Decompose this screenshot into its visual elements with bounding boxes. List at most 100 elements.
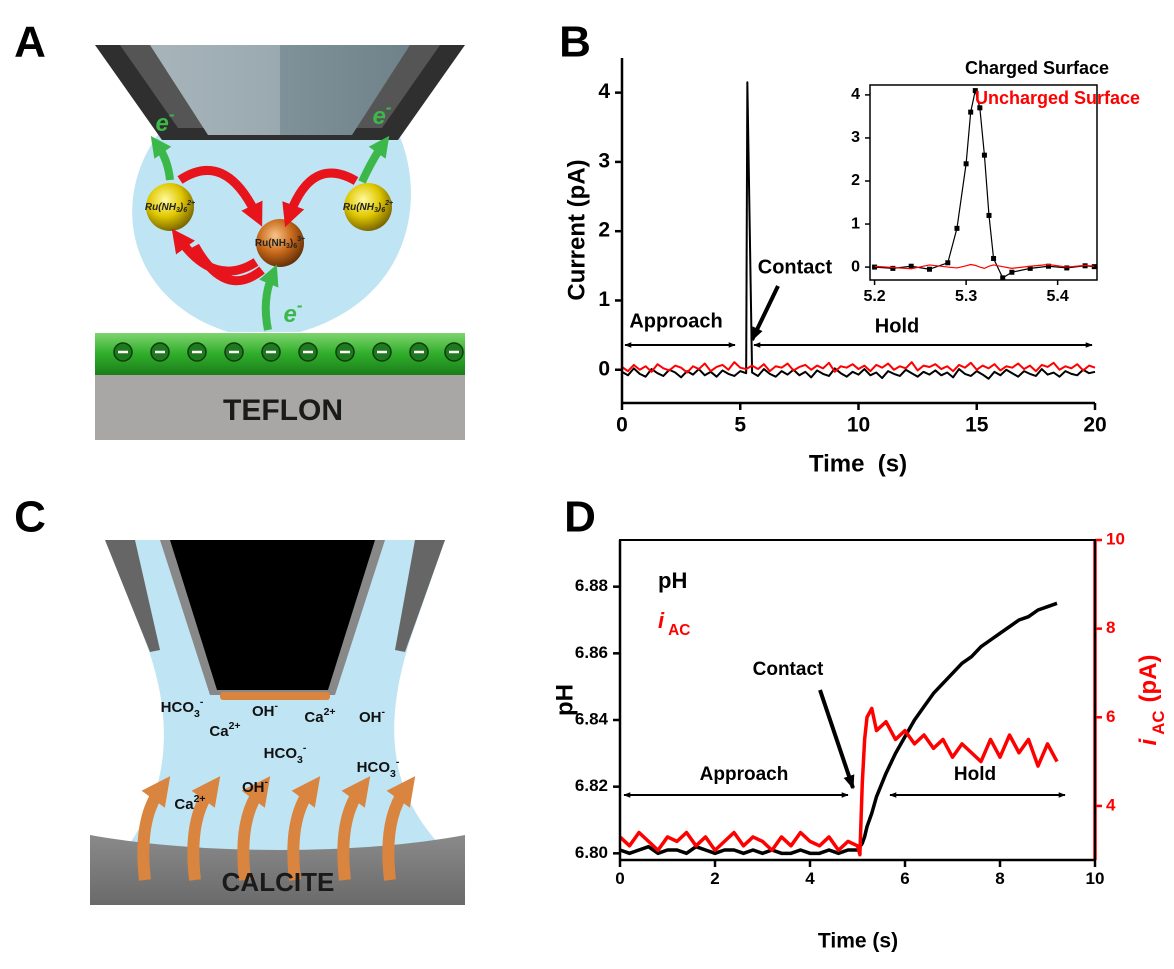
text-part: 3 — [390, 768, 396, 780]
legend-entry: iAC — [658, 608, 690, 639]
annotation: Contact — [758, 256, 833, 278]
series-line — [620, 603, 1057, 853]
point-marker — [982, 153, 987, 158]
x-tick-label: 20 — [1083, 413, 1106, 436]
text-part: OH — [359, 709, 382, 726]
text-part: 3+ — [297, 236, 305, 243]
text-part: 6 — [183, 207, 187, 214]
y-tick-label: 6.86 — [575, 643, 608, 662]
x-axis-title: Time (s) — [809, 450, 907, 477]
point-marker — [872, 265, 877, 270]
x-axis-title: Time (s) — [818, 930, 898, 953]
y-tick-label: 4 — [851, 86, 860, 103]
legend-entry: Charged Surface — [965, 58, 1109, 78]
point-marker — [945, 260, 950, 265]
panel-label: C — [14, 493, 46, 542]
point-marker — [954, 226, 959, 231]
text-part: AC — [1149, 711, 1168, 735]
text-part: 6 — [381, 207, 385, 214]
x-tick-label: 5 — [734, 413, 746, 436]
point-marker — [991, 256, 996, 261]
text-part: - — [297, 296, 303, 315]
text-part: i — [1135, 737, 1162, 745]
page: Figure {"panel_labels":["A","B","C","D"]… — [0, 0, 1174, 969]
text-part: - — [382, 706, 386, 718]
y-axis-title: Current (pA) — [563, 159, 590, 300]
y2-tick-label: 8 — [1106, 618, 1115, 637]
y-tick-label: 3 — [598, 149, 610, 172]
x-tick-label: 5.3 — [955, 288, 977, 305]
annotation: Contact — [753, 659, 824, 680]
text-part: - — [200, 696, 204, 708]
text-part: 2+ — [229, 720, 241, 732]
annotation: Hold — [954, 764, 996, 785]
x-tick-label: 10 — [1086, 869, 1105, 888]
text-part: 2+ — [324, 706, 336, 718]
surface-label: TEFLON — [223, 394, 343, 427]
text-part: 3 — [194, 708, 200, 720]
point-marker — [1009, 270, 1014, 275]
y2-tick-label: 6 — [1106, 707, 1115, 726]
text-part: HCO — [161, 699, 195, 716]
x-tick-label: 5.4 — [1047, 288, 1069, 305]
x-tick-label: 2 — [710, 869, 719, 888]
text-part: HCO — [357, 759, 391, 776]
y-tick-label: 6.80 — [575, 843, 608, 862]
x-tick-label: 15 — [965, 413, 989, 436]
x-tick-label: 10 — [847, 413, 870, 436]
text-part: (pA) — [1135, 655, 1162, 703]
diagram-c — [90, 540, 465, 905]
text-part: 2+ — [186, 200, 195, 207]
text-part: i — [658, 608, 665, 633]
text-part: HCO — [264, 745, 298, 762]
text-part: OH — [242, 779, 265, 796]
text-part: - — [169, 105, 175, 124]
text-part: Ca — [304, 709, 324, 726]
y-tick-label: 1 — [851, 215, 860, 232]
point-marker — [986, 213, 991, 218]
text-part: AC — [668, 622, 690, 639]
panel-label: B — [559, 18, 591, 67]
x-tick-label: 4 — [805, 869, 815, 888]
text-part: - — [265, 776, 269, 788]
x-tick-label: 5.2 — [863, 288, 885, 305]
text-part: - — [303, 742, 307, 754]
y-tick-label: 6.82 — [575, 776, 608, 795]
text-part: 3 — [297, 754, 303, 766]
y-tick-label: 2 — [598, 219, 610, 242]
contact-arrow — [820, 690, 853, 788]
y-tick-label: 1 — [598, 288, 610, 311]
panel-label: A — [14, 18, 46, 67]
text-part: - — [386, 98, 392, 117]
y2-tick-label: 4 — [1106, 795, 1116, 814]
text-part: 2+ — [194, 793, 206, 805]
annotation: Hold — [875, 315, 919, 337]
y2-tick-label: 10 — [1106, 529, 1125, 548]
page-body: ABCDTEFLONe-e-e-Ru(NH3)62+Ru(NH3)62+Ru(N… — [0, 0, 1174, 969]
text-part: Ru(NH — [145, 202, 177, 213]
y-tick-label: 4 — [598, 80, 610, 103]
y-tick-label: 6.88 — [575, 576, 608, 595]
y-tick-label: 0 — [598, 357, 610, 380]
annotation: Approach — [700, 764, 789, 785]
x-tick-label: 0 — [616, 413, 628, 436]
x-tick-label: 0 — [615, 869, 624, 888]
legend-entry: pH — [658, 568, 687, 593]
y-axis-title: pH — [551, 684, 578, 716]
contact-arrow — [752, 286, 778, 340]
y-tick-label: 0 — [851, 258, 860, 275]
text-part: e — [373, 103, 386, 130]
panel-label: D — [564, 493, 596, 542]
text-part: OH — [252, 703, 275, 720]
text-part: Ca — [174, 796, 194, 813]
point-marker — [1064, 265, 1069, 270]
x-tick-label: 6 — [900, 869, 909, 888]
plot-frame — [620, 540, 1095, 860]
figure: ABCDTEFLONe-e-e-Ru(NH3)62+Ru(NH3)62+Ru(N… — [0, 0, 1174, 969]
point-marker — [968, 110, 973, 115]
x-tick-label: 8 — [995, 869, 1004, 888]
point-marker — [964, 161, 969, 166]
surface-label: CALCITE — [222, 867, 335, 897]
text-part: Ru(NH — [343, 202, 375, 213]
y2-axis-title: i AC (pA) — [1135, 655, 1168, 746]
